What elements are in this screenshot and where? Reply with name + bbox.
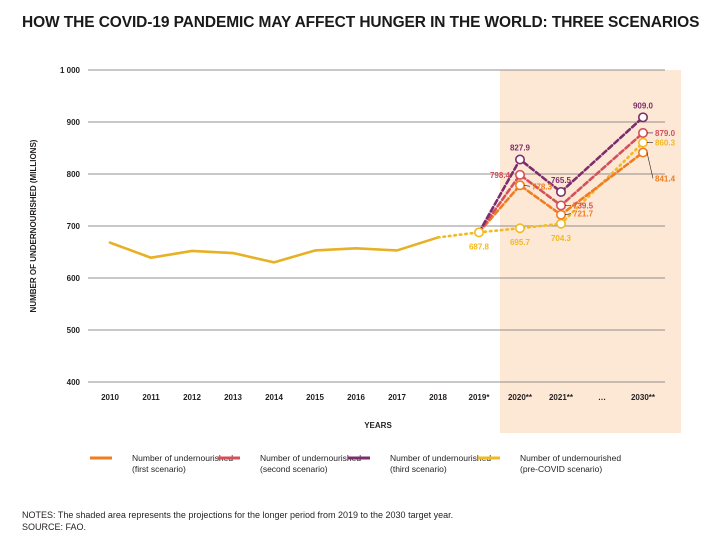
historical-line bbox=[108, 236, 440, 264]
data-label: 704.3 bbox=[551, 234, 572, 243]
legend-label: (second scenario) bbox=[260, 464, 328, 474]
y-tick-label: 700 bbox=[67, 222, 81, 231]
label-leader bbox=[523, 184, 531, 187]
series-line bbox=[477, 116, 645, 234]
series-lines bbox=[108, 116, 645, 264]
data-label: 721.7 bbox=[573, 210, 594, 219]
x-tick-label: 2030** bbox=[631, 393, 656, 402]
legend-label: (third scenario) bbox=[390, 464, 447, 474]
data-point bbox=[555, 218, 566, 229]
data-label: 909.0 bbox=[633, 101, 654, 110]
data-point bbox=[555, 200, 566, 211]
data-label: 687.8 bbox=[469, 242, 490, 251]
legend: Number of undernourished(first scenario)… bbox=[90, 453, 621, 474]
data-label: 879.0 bbox=[655, 129, 676, 138]
x-axis-label: YEARS bbox=[364, 421, 392, 430]
data-point bbox=[514, 180, 525, 191]
data-label: 827.9 bbox=[510, 143, 531, 152]
series-line bbox=[477, 151, 645, 234]
x-tick-labels: 2010 2011 2012 2013 2014 2015 2016 2017 2018 2019… bbox=[101, 393, 656, 402]
data-point bbox=[514, 169, 525, 180]
x-tick-label: 2014 bbox=[265, 393, 283, 402]
notes: NOTES: The shaded area represents the pr… bbox=[22, 509, 453, 533]
label-leader bbox=[564, 213, 572, 216]
data-label: 765.5 bbox=[551, 176, 572, 185]
x-tick-label: 2015 bbox=[306, 393, 324, 402]
legend-label: Number of undernourished bbox=[520, 453, 621, 463]
y-tick-label: 400 bbox=[67, 378, 81, 387]
data-label: 778.3 bbox=[532, 182, 553, 191]
notes-text: NOTES: The shaded area represents the pr… bbox=[22, 510, 454, 520]
legend-label: Number of undernourished bbox=[260, 453, 361, 463]
data-point bbox=[514, 154, 525, 165]
x-tick-label: 2018 bbox=[429, 393, 447, 402]
y-tick-label: 600 bbox=[67, 274, 81, 283]
x-tick-label: 2010 bbox=[101, 393, 119, 402]
shade-rect bbox=[500, 70, 681, 433]
projection-shaded-area bbox=[500, 70, 681, 433]
data-point bbox=[514, 223, 525, 234]
data-point bbox=[637, 137, 648, 148]
data-label: 798.4 bbox=[490, 171, 511, 180]
data-label: 841.4 bbox=[655, 174, 676, 183]
y-tick-label: 1 000 bbox=[60, 66, 81, 75]
data-labels: 687.8 695.7 704.3 860.3 778.3 721.7 841.4 798.4… bbox=[469, 101, 676, 251]
x-tick-label: 2012 bbox=[183, 393, 201, 402]
data-point bbox=[473, 227, 484, 238]
data-point bbox=[637, 127, 648, 138]
connector-2019 bbox=[436, 231, 481, 239]
x-tick-label: 2020** bbox=[508, 393, 533, 402]
data-point bbox=[637, 112, 648, 123]
y-tick-label: 500 bbox=[67, 326, 81, 335]
gridlines bbox=[88, 69, 665, 383]
x-tick-label: … bbox=[598, 393, 606, 402]
data-point bbox=[637, 147, 648, 158]
source-text: SOURCE: FAO. bbox=[22, 522, 87, 532]
y-tick-labels: 400 500 600 700 800 900 1 000 bbox=[60, 66, 81, 387]
y-tick-label: 800 bbox=[67, 170, 81, 179]
legend-label: (first scenario) bbox=[132, 464, 186, 474]
legend-label: (pre-COVID scenario) bbox=[520, 464, 602, 474]
x-tick-label: 2019* bbox=[469, 393, 491, 402]
y-axis-label: NUMBER OF UNDERNOURISHED (MILLIONS) bbox=[29, 139, 38, 312]
x-tick-label: 2013 bbox=[224, 393, 242, 402]
data-label: 739.5 bbox=[573, 201, 594, 210]
data-label: 695.7 bbox=[510, 238, 531, 247]
x-tick-label: 2016 bbox=[347, 393, 365, 402]
data-label: 860.3 bbox=[655, 139, 676, 148]
label-leader bbox=[646, 152, 654, 179]
series-line bbox=[477, 131, 645, 234]
chart-title: HOW THE COVID-19 PANDEMIC MAY AFFECT HUN… bbox=[22, 14, 700, 31]
series-points bbox=[473, 112, 648, 238]
x-tick-label: 2017 bbox=[388, 393, 406, 402]
x-tick-label: 2011 bbox=[142, 393, 160, 402]
y-tick-label: 900 bbox=[67, 118, 81, 127]
data-point bbox=[555, 186, 566, 197]
legend-label: Number of undernourished bbox=[132, 453, 233, 463]
data-point bbox=[555, 209, 566, 220]
x-tick-label: 2021** bbox=[549, 393, 574, 402]
legend-label: Number of undernourished bbox=[390, 453, 491, 463]
